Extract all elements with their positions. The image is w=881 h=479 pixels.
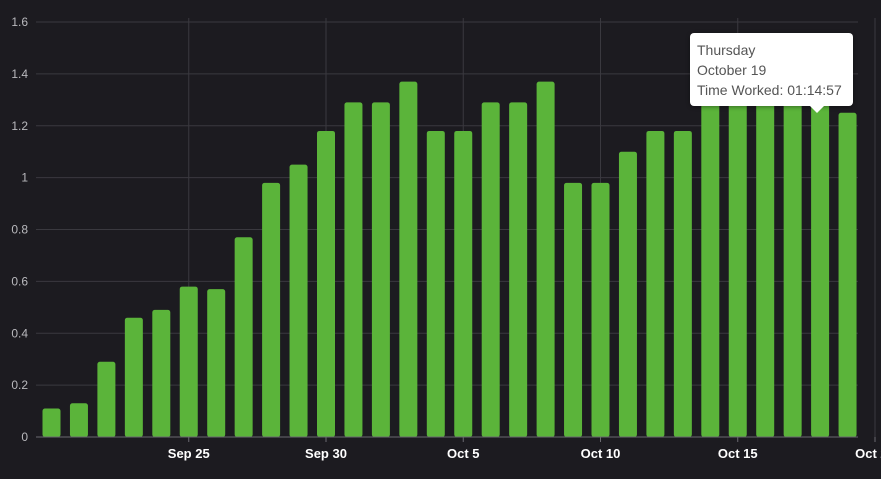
bar-oct-10[interactable] [591,182,610,437]
bar-sep-28[interactable] [262,182,281,437]
bar-oct-13[interactable] [673,130,692,437]
x-tick-label: Oct 5 [447,446,480,461]
bar-oct-18[interactable] [811,99,830,437]
tooltip-date: October 19 [697,62,767,78]
y-tick-label: 1.6 [11,15,28,29]
y-tick-label: 1.2 [11,119,28,133]
bar-oct-3[interactable] [399,81,418,437]
bar-oct-15[interactable] [728,99,747,437]
bar-oct-14[interactable] [701,99,720,437]
y-tick-label: 1 [21,171,28,185]
y-tick-label: 0 [21,430,28,444]
bar-oct-16[interactable] [756,99,775,437]
bar-sep-25[interactable] [179,286,198,437]
bar-oct-1[interactable] [344,102,363,437]
bar-oct-2[interactable] [371,102,390,437]
bar-sep-30[interactable] [317,130,335,437]
bar-oct-8[interactable] [536,81,555,437]
tooltip-day: Thursday [697,42,756,58]
axes: 0 0.2 0.4 0.6 0.8 1 1.2 1.4 1.6 Sep 25 Sep 30 Oct 5… [11,15,881,461]
bar-sep-29[interactable] [289,164,308,437]
y-tick-label: 0.8 [11,223,28,237]
x-tick-label: Sep 30 [305,446,347,461]
bar-oct-4[interactable] [426,130,445,437]
x-tick-label: Oct 15 [718,446,758,461]
bars [42,81,857,437]
bar-sep-23[interactable] [124,317,143,437]
tooltip-time-worked: Time Worked: 01:14:57 [697,82,842,98]
bar-tooltip: Thursday October 19 Time Worked: 01:14:5… [690,33,853,113]
bar-oct-12[interactable] [646,130,665,437]
y-tick-label: 0.2 [11,378,28,392]
bar-oct-5[interactable] [454,130,473,437]
y-tick-label: 0.6 [11,274,28,288]
bar-oct-9[interactable] [564,182,583,437]
bar-oct-17[interactable] [783,99,802,437]
bar-sep-27[interactable] [234,237,253,437]
bar-sep-21[interactable] [69,403,88,437]
bar-oct-19[interactable] [838,112,857,437]
bar-sep-24[interactable] [152,309,171,437]
x-tick-label: Oct 10 [581,446,621,461]
x-tick-label: Sep 25 [168,446,210,461]
bar-oct-11[interactable] [618,151,637,437]
bar-sep-20[interactable] [42,408,61,437]
bar-oct-6[interactable] [481,102,500,437]
y-tick-label: 0.4 [11,326,28,340]
y-tick-label: 1.4 [11,67,28,81]
bar-sep-26[interactable] [207,289,226,437]
bar-oct-7[interactable] [509,102,528,437]
x-tick-label: Oct 20 [855,446,881,461]
bar-sep-22[interactable] [97,361,116,437]
